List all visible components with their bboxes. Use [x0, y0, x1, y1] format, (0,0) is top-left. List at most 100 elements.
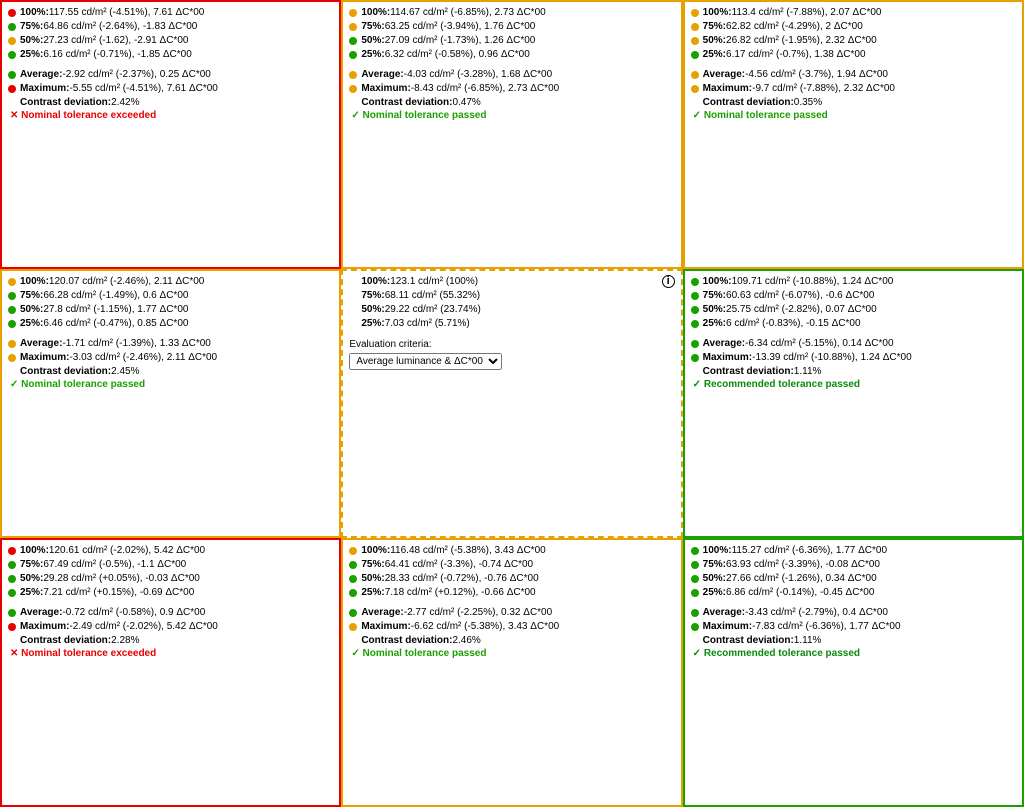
- contrast-value: 0.47%: [452, 96, 480, 110]
- reading-value: 6 cd/m² (-0.83%), -0.15 ΔC*00: [726, 317, 861, 331]
- status-dot: [8, 320, 16, 328]
- grid-patch-6: 100%: 120.61 cd/m² (-2.02%), 5.42 ΔC*007…: [0, 538, 341, 807]
- reading-line: 50%: 27.23 cd/m² (-1.62), -2.91 ΔC*00: [8, 34, 333, 48]
- reading-value: 63.25 cd/m² (-3.94%), 1.76 ΔC*00: [385, 20, 536, 34]
- reading-label: 50%:: [20, 34, 43, 48]
- status-dot: [349, 71, 357, 79]
- reading-label: 25%:: [20, 48, 43, 62]
- reading-line: 50%: 29.28 cd/m² (+0.05%), -0.03 ΔC*00: [8, 572, 333, 586]
- reading-value: -3.43 cd/m² (-2.79%), 0.4 ΔC*00: [745, 606, 888, 620]
- status-dot: [691, 340, 699, 348]
- status-dot: [691, 71, 699, 79]
- reading-line: 100%: 114.67 cd/m² (-6.85%), 2.73 ΔC*00: [349, 6, 674, 20]
- reading-value: 120.07 cd/m² (-2.46%), 2.11 ΔC*00: [49, 275, 204, 289]
- reading-value: 62.82 cd/m² (-4.29%), 2 ΔC*00: [726, 20, 863, 34]
- reading-label: Average:: [703, 337, 745, 351]
- reading-value: 6.86 cd/m² (-0.14%), -0.45 ΔC*00: [726, 586, 874, 600]
- reading-value: 25.75 cd/m² (-2.82%), 0.07 ΔC*00: [726, 303, 877, 317]
- contrast-value: 1.11%: [794, 365, 822, 379]
- reading-label: 25%:: [703, 48, 726, 62]
- contrast-label: Contrast deviation:: [703, 96, 794, 110]
- reading-label: Average:: [20, 337, 62, 351]
- reading-label: 50%:: [703, 303, 726, 317]
- reading-value: 28.33 cd/m² (-0.72%), -0.76 ΔC*00: [385, 572, 539, 586]
- grid-patch-5: 100%: 109.71 cd/m² (-10.88%), 1.24 ΔC*00…: [683, 269, 1024, 538]
- reading-label: Average:: [703, 606, 745, 620]
- reading-line: 100%: 116.48 cd/m² (-5.38%), 3.43 ΔC*00: [349, 544, 674, 558]
- reading-value: 117.55 cd/m² (-4.51%), 7.61 ΔC*00: [49, 6, 204, 20]
- reading-line: 25%: 6.46 cd/m² (-0.47%), 0.85 ΔC*00: [8, 317, 333, 331]
- reading-line: Maximum: -9.7 cd/m² (-7.88%), 2.32 ΔC*00: [691, 82, 1016, 96]
- reading-label: Average:: [703, 68, 745, 82]
- reading-label: 75%:: [361, 289, 384, 303]
- reading-label: Maximum:: [20, 82, 69, 96]
- reading-line: 25%: 6.86 cd/m² (-0.14%), -0.45 ΔC*00: [691, 586, 1016, 600]
- reading-label: 25%:: [20, 586, 43, 600]
- reading-label: Maximum:: [361, 620, 410, 634]
- reading-value: -8.43 cd/m² (-6.85%), 2.73 ΔC*00: [411, 82, 559, 96]
- status-dot: [349, 9, 357, 17]
- reading-label: Average:: [20, 606, 62, 620]
- tolerance-status: Recommended tolerance passed: [693, 648, 1016, 659]
- contrast-deviation: Contrast deviation: 1.11%: [691, 634, 1016, 648]
- status-dot: [691, 292, 699, 300]
- reading-line: 50%: 27.09 cd/m² (-1.73%), 1.26 ΔC*00: [349, 34, 674, 48]
- reading-line: Maximum: -3.03 cd/m² (-2.46%), 2.11 ΔC*0…: [8, 351, 333, 365]
- reading-value: -2.49 cd/m² (-2.02%), 5.42 ΔC*00: [69, 620, 217, 634]
- reading-label: 50%:: [361, 572, 384, 586]
- reading-value: -4.03 cd/m² (-3.28%), 1.68 ΔC*00: [404, 68, 552, 82]
- status-dot: [8, 51, 16, 59]
- reading-value: 6.16 cd/m² (-0.71%), -1.85 ΔC*00: [43, 48, 191, 62]
- status-dot: [8, 37, 16, 45]
- reading-line: 75%: 62.82 cd/m² (-4.29%), 2 ΔC*00: [691, 20, 1016, 34]
- reading-line: Maximum: -8.43 cd/m² (-6.85%), 2.73 ΔC*0…: [349, 82, 674, 96]
- contrast-label: Contrast deviation:: [361, 634, 452, 648]
- reading-line: 25%: 6 cd/m² (-0.83%), -0.15 ΔC*00: [691, 317, 1016, 331]
- contrast-value: 0.35%: [794, 96, 822, 110]
- reading-label: 75%:: [20, 558, 43, 572]
- reading-line: 75%: 64.41 cd/m² (-3.3%), -0.74 ΔC*00: [349, 558, 674, 572]
- status-dot: [349, 575, 357, 583]
- status-dot: [691, 623, 699, 631]
- reading-value: 29.28 cd/m² (+0.05%), -0.03 ΔC*00: [43, 572, 199, 586]
- reading-line: Average: -4.03 cd/m² (-3.28%), 1.68 ΔC*0…: [349, 68, 674, 82]
- reading-line: 50%: 29.22 cd/m² (23.74%): [349, 303, 674, 317]
- reading-label: 100%:: [361, 6, 390, 20]
- reading-line: 75%: 66.28 cd/m² (-1.49%), 0.6 ΔC*00: [8, 289, 333, 303]
- reading-label: 100%:: [703, 544, 732, 558]
- status-dot: [349, 589, 357, 597]
- reading-value: 27.09 cd/m² (-1.73%), 1.26 ΔC*00: [385, 34, 536, 48]
- info-icon[interactable]: i: [662, 275, 675, 288]
- grid-patch-3: 100%: 120.07 cd/m² (-2.46%), 2.11 ΔC*007…: [0, 269, 341, 538]
- status-dot: [8, 589, 16, 597]
- reading-value: 27.23 cd/m² (-1.62), -2.91 ΔC*00: [43, 34, 188, 48]
- reading-label: 50%:: [20, 572, 43, 586]
- uniformity-grid: 100%: 117.55 cd/m² (-4.51%), 7.61 ΔC*00 7…: [0, 0, 1024, 808]
- reading-line: 75%: 67.49 cd/m² (-0.5%), -1.1 ΔC*00: [8, 558, 333, 572]
- reading-line: 50%: 26.82 cd/m² (-1.95%), 2.32 ΔC*00: [691, 34, 1016, 48]
- reading-label: Maximum:: [20, 620, 69, 634]
- reading-value: 26.82 cd/m² (-1.95%), 2.32 ΔC*00: [726, 34, 877, 48]
- status-dot: [691, 51, 699, 59]
- contrast-label: Contrast deviation:: [20, 634, 111, 648]
- reading-line: 25%: 6.32 cd/m² (-0.58%), 0.96 ΔC*00: [349, 48, 674, 62]
- status-dot: [691, 547, 699, 555]
- reading-line: 100%: 120.07 cd/m² (-2.46%), 2.11 ΔC*00: [8, 275, 333, 289]
- reading-label: Average:: [20, 68, 62, 82]
- reading-line: 25%: 7.21 cd/m² (+0.15%), -0.69 ΔC*00: [8, 586, 333, 600]
- reading-value: -1.71 cd/m² (-1.39%), 1.33 ΔC*00: [62, 337, 210, 351]
- reading-value: 27.66 cd/m² (-1.26%), 0.34 ΔC*00: [726, 572, 877, 586]
- reading-value: 64.86 cd/m² (-2.64%), -1.83 ΔC*00: [43, 20, 197, 34]
- reading-value: 116.48 cd/m² (-5.38%), 3.43 ΔC*00: [390, 544, 545, 558]
- status-dot: [8, 71, 16, 79]
- status-dot: [349, 547, 357, 555]
- status-dot: [691, 354, 699, 362]
- contrast-label: Contrast deviation:: [703, 365, 794, 379]
- status-dot: [8, 354, 16, 362]
- reading-value: -6.34 cd/m² (-5.15%), 0.14 ΔC*00: [745, 337, 893, 351]
- status-dot: [349, 23, 357, 31]
- status-dot: [8, 278, 16, 286]
- status-dot: [8, 575, 16, 583]
- contrast-deviation: Contrast deviation: 0.35%: [691, 96, 1016, 110]
- evaluation-criteria-select[interactable]: Average luminance & ΔC*00: [349, 353, 502, 370]
